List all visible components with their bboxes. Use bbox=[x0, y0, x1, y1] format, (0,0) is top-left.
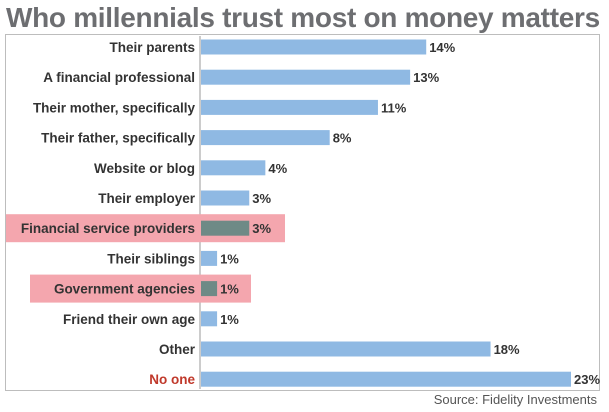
bar-friend-their-own-age bbox=[201, 311, 218, 327]
value-label-website-or-blog: 4% bbox=[268, 161, 287, 176]
bar-their-mother-specifically bbox=[201, 99, 378, 115]
bar-government-agencies bbox=[201, 281, 218, 297]
chart-title: Who millennials trust most on money matt… bbox=[6, 2, 600, 33]
category-label-a-financial-professional: A financial professional bbox=[43, 70, 195, 85]
value-label-financial-service-providers: 3% bbox=[252, 221, 271, 236]
value-label-their-mother-specifically: 11% bbox=[381, 100, 407, 115]
bar-website-or-blog bbox=[201, 160, 266, 176]
category-label-their-mother-specifically: Their mother, specifically bbox=[33, 100, 196, 115]
bar-other bbox=[201, 341, 491, 357]
source-note: Source: Fidelity Investments bbox=[433, 392, 597, 407]
category-label-financial-service-providers: Financial service providers bbox=[21, 221, 195, 236]
value-label-a-financial-professional: 13% bbox=[413, 70, 439, 85]
category-label-friend-their-own-age: Friend their own age bbox=[63, 312, 196, 327]
value-label-their-siblings: 1% bbox=[220, 251, 239, 266]
value-label-their-parents: 14% bbox=[429, 40, 455, 55]
category-label-website-or-blog: Website or blog bbox=[94, 161, 195, 176]
category-label-other: Other bbox=[159, 342, 196, 357]
value-label-their-father-specifically: 8% bbox=[333, 131, 352, 146]
category-label-their-father-specifically: Their father, specifically bbox=[41, 131, 195, 146]
chart-frame bbox=[5, 34, 600, 391]
bar-their-parents bbox=[201, 39, 427, 55]
category-label-government-agencies: Government agencies bbox=[54, 282, 195, 297]
bar-their-siblings bbox=[201, 250, 218, 266]
bar-financial-service-providers bbox=[201, 220, 250, 236]
value-label-government-agencies: 1% bbox=[220, 282, 239, 297]
value-label-their-employer: 3% bbox=[252, 191, 271, 206]
bar-their-father-specifically bbox=[201, 130, 330, 146]
value-label-friend-their-own-age: 1% bbox=[220, 312, 239, 327]
category-label-no-one: No one bbox=[149, 372, 195, 387]
category-label-their-siblings: Their siblings bbox=[107, 251, 195, 266]
bar-no-one bbox=[201, 371, 571, 387]
value-label-no-one: 23% bbox=[574, 372, 600, 387]
bar-a-financial-professional bbox=[201, 69, 411, 85]
category-label-their-employer: Their employer bbox=[98, 191, 196, 206]
category-label-their-parents: Their parents bbox=[109, 40, 195, 55]
bar-their-employer bbox=[201, 190, 250, 206]
value-label-other: 18% bbox=[494, 342, 520, 357]
